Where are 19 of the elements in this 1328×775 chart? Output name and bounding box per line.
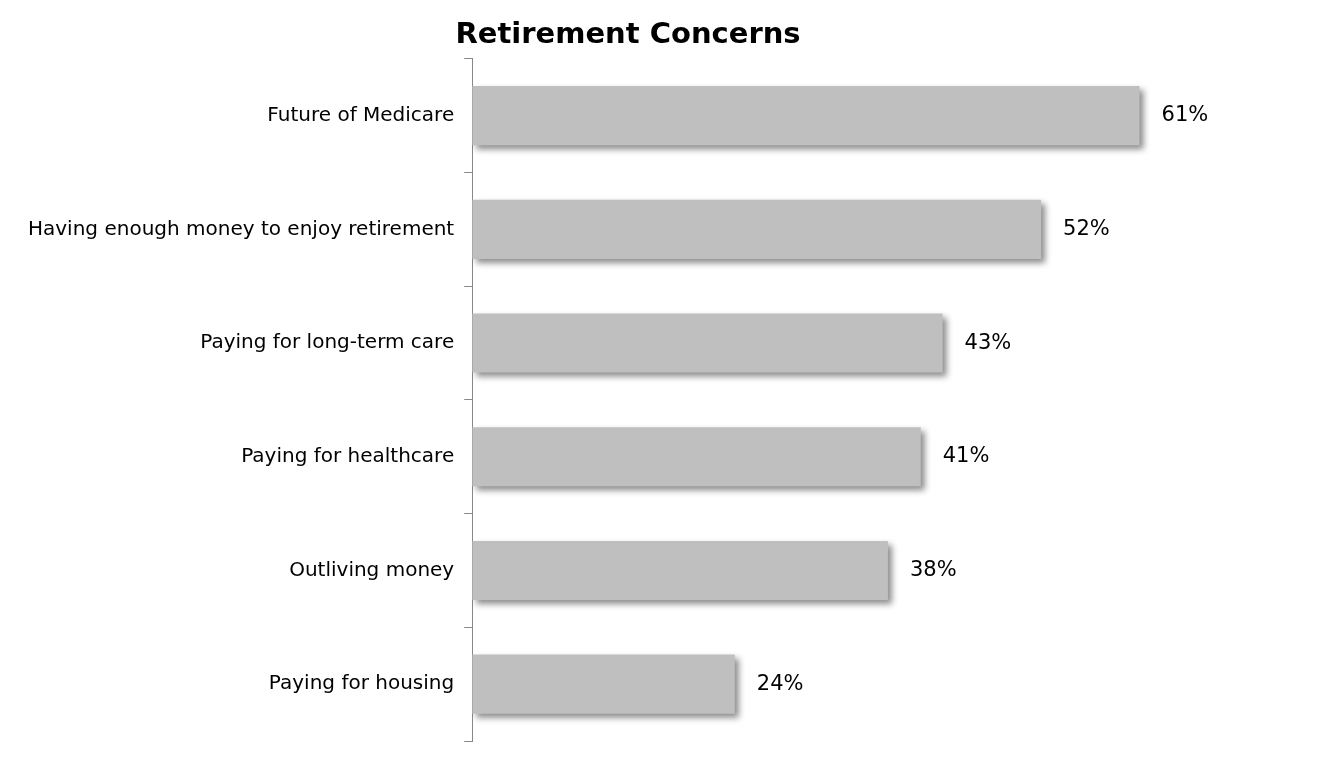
data-label: 52% xyxy=(1063,215,1110,240)
y-tick-label: Paying for healthcare xyxy=(241,442,455,467)
data-label: 61% xyxy=(1161,102,1209,127)
data-label: 41% xyxy=(942,443,990,468)
bar xyxy=(472,313,943,373)
y-tick-label: Paying for housing xyxy=(268,670,455,695)
bar xyxy=(472,199,1042,259)
data-label: 43% xyxy=(964,329,1012,354)
y-tick-label: Future of Medicare xyxy=(267,101,455,126)
data-label: 38% xyxy=(909,556,957,581)
data-label: 24% xyxy=(756,670,804,695)
y-tick-label: Outliving money xyxy=(289,556,455,581)
bar xyxy=(472,86,1140,146)
y-tick-label: Paying for long-term care xyxy=(200,329,455,354)
bar xyxy=(472,654,735,714)
bar xyxy=(472,427,921,487)
chart-title: Retirement Concerns xyxy=(455,15,801,50)
bar xyxy=(472,540,888,601)
y-tick-label: Having enough money to enjoy retirement xyxy=(27,215,455,240)
